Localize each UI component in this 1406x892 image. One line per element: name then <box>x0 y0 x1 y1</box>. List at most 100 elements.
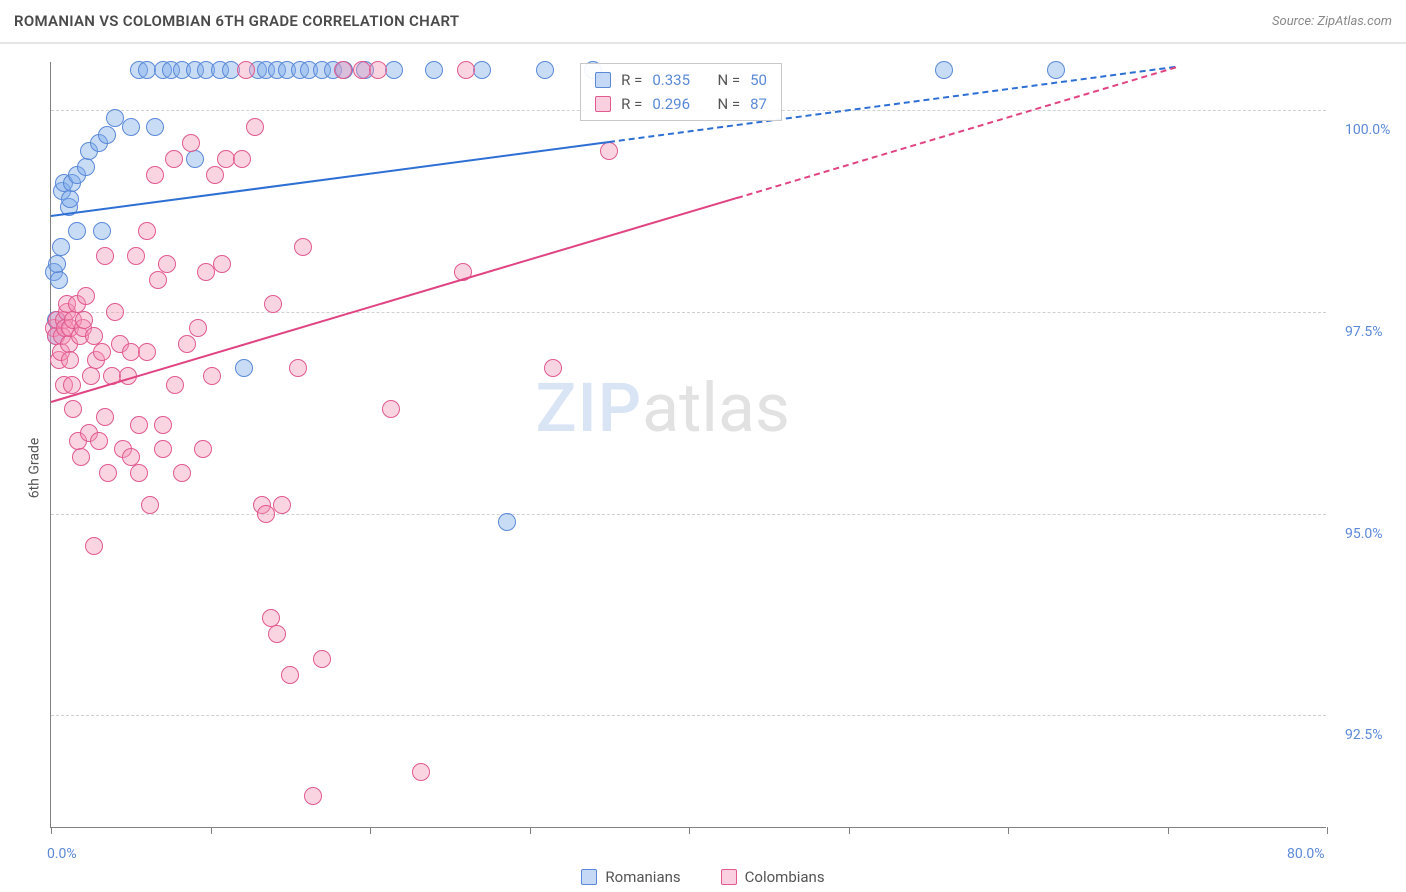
watermark-atlas: atlas <box>642 368 790 448</box>
data-point <box>425 61 443 79</box>
data-point <box>50 271 68 289</box>
x-tick <box>1168 827 1169 834</box>
data-point <box>166 376 184 394</box>
data-point <box>98 126 116 144</box>
data-point <box>203 367 221 385</box>
data-point <box>106 303 124 321</box>
y-axis-label: 6th Grade <box>26 438 42 499</box>
stat-n-value: 50 <box>750 71 767 89</box>
data-point <box>194 440 212 458</box>
data-point <box>473 61 491 79</box>
data-point <box>233 150 251 168</box>
page-title: ROMANIAN VS COLOMBIAN 6TH GRADE CORRELAT… <box>14 12 459 30</box>
y-tick-label: 97.5% <box>1345 324 1383 340</box>
legend-swatch <box>595 96 611 112</box>
data-point <box>72 448 90 466</box>
stat-r-value: 0.335 <box>652 71 690 89</box>
chart-container: 6th Grade ZIPatlas 92.5%95.0%97.5%100.0%… <box>0 44 1406 892</box>
x-tick <box>1327 827 1328 834</box>
data-point <box>96 247 114 265</box>
data-point <box>154 416 172 434</box>
data-point <box>127 247 145 265</box>
legend-swatch <box>581 869 597 885</box>
stat-r-value: 0.296 <box>652 95 690 113</box>
data-point <box>75 311 93 329</box>
data-point <box>382 400 400 418</box>
stats-row: R = 0.296 N = 87 <box>581 92 781 116</box>
data-point <box>178 335 196 353</box>
stats-row: R = 0.335 N = 50 <box>581 68 781 92</box>
data-point <box>600 142 618 160</box>
x-tick <box>849 827 850 834</box>
gridline <box>51 715 1326 716</box>
data-point <box>273 496 291 514</box>
x-tick <box>689 827 690 834</box>
data-point <box>182 134 200 152</box>
data-point <box>90 432 108 450</box>
data-point <box>77 158 95 176</box>
data-point <box>289 359 307 377</box>
data-point <box>52 238 70 256</box>
data-point <box>165 150 183 168</box>
data-point <box>61 351 79 369</box>
data-point <box>93 222 111 240</box>
y-tick-label: 95.0% <box>1345 526 1383 542</box>
data-point <box>281 666 299 684</box>
gridline <box>51 312 1326 313</box>
data-point <box>63 376 81 394</box>
x-tick <box>51 827 52 834</box>
data-point <box>122 118 140 136</box>
data-point <box>149 271 167 289</box>
trend-line <box>737 66 1176 198</box>
data-point <box>154 440 172 458</box>
data-point <box>235 359 253 377</box>
x-tick-label: 80.0% <box>1287 846 1325 862</box>
data-point <box>369 61 387 79</box>
legend-swatch <box>721 869 737 885</box>
data-point <box>213 255 231 273</box>
stat-r-label: R = <box>621 71 642 89</box>
data-point <box>457 61 475 79</box>
data-point <box>48 255 66 273</box>
data-point <box>412 763 430 781</box>
data-point <box>138 343 156 361</box>
legend-label: Romanians <box>605 868 680 886</box>
data-point <box>82 367 100 385</box>
x-tick <box>370 827 371 834</box>
x-tick-label: 0.0% <box>47 846 77 862</box>
legend-label: Colombians <box>745 868 825 886</box>
legend-item: Romanians <box>581 868 680 886</box>
data-point <box>93 343 111 361</box>
data-point <box>385 61 403 79</box>
data-point <box>138 222 156 240</box>
data-point <box>68 222 86 240</box>
data-point <box>85 537 103 555</box>
data-point <box>206 166 224 184</box>
legend-swatch <box>595 72 611 88</box>
data-point <box>268 625 286 643</box>
legend-item: Colombians <box>721 868 825 886</box>
plot-area: ZIPatlas 92.5%95.0%97.5%100.0%0.0%80.0%R… <box>50 62 1326 828</box>
x-tick <box>530 827 531 834</box>
stats-box: R = 0.335 N = 50R = 0.296 N = 87 <box>580 63 782 121</box>
data-point <box>96 408 114 426</box>
stat-n-value: 87 <box>750 95 767 113</box>
stat-r-label: R = <box>621 95 642 113</box>
data-point <box>146 166 164 184</box>
gridline <box>51 514 1326 515</box>
data-point <box>536 61 554 79</box>
data-point <box>99 464 117 482</box>
data-point <box>158 255 176 273</box>
x-tick <box>211 827 212 834</box>
watermark-zip: ZIP <box>536 368 643 448</box>
y-tick-label: 100.0% <box>1345 122 1390 138</box>
data-point <box>186 150 204 168</box>
source-label: Source: ZipAtlas.com <box>1272 14 1392 29</box>
data-point <box>498 513 516 531</box>
data-point <box>294 238 312 256</box>
y-tick-label: 92.5% <box>1345 727 1383 743</box>
data-point <box>61 190 79 208</box>
data-point <box>264 295 282 313</box>
legend: Romanians Colombians <box>0 868 1406 886</box>
stat-n-label: N = <box>717 71 740 89</box>
